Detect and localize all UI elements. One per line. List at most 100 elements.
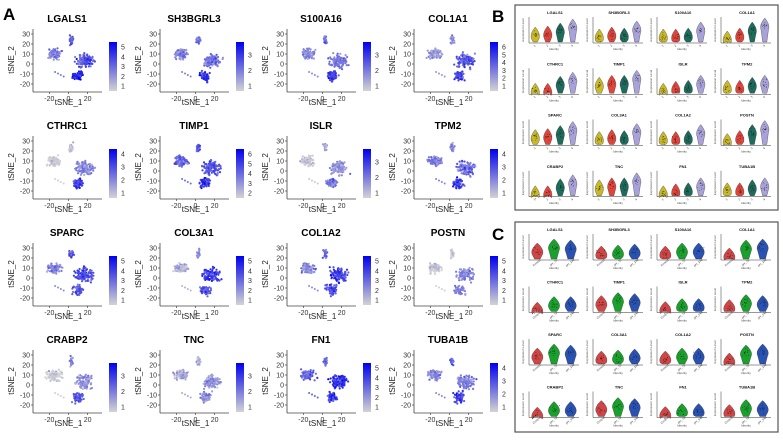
cell-point xyxy=(338,268,340,270)
cell-point xyxy=(187,268,189,270)
cell-point xyxy=(432,376,434,378)
y-tick-label: 30 xyxy=(22,32,30,39)
y-tick-label: 0 xyxy=(280,169,284,176)
colorbar-tick-label: 1 xyxy=(248,405,252,412)
colorbar xyxy=(236,363,244,412)
cell-point xyxy=(328,391,330,393)
x-tick-label: -20 xyxy=(44,96,54,103)
cell-point xyxy=(82,387,84,389)
y-tick-label: 10 xyxy=(276,159,284,166)
cell-point xyxy=(302,54,304,56)
y-tick-label: -10 xyxy=(147,72,157,79)
cell-point xyxy=(430,156,432,158)
x-axis-label: tSNE_1 xyxy=(55,98,83,107)
cell-point xyxy=(333,377,335,379)
x-tick-label: -20 xyxy=(298,96,308,103)
colorbar-tick-label: 1 xyxy=(121,298,125,305)
cell-point xyxy=(88,55,90,57)
cell-point xyxy=(457,183,459,185)
cell-point xyxy=(70,36,72,38)
cell-point xyxy=(314,395,316,397)
colorbar-tick-label: 4 xyxy=(502,268,506,275)
cell-point xyxy=(83,174,85,176)
y-tick-label: -20 xyxy=(274,403,284,410)
cell-point xyxy=(456,163,458,165)
cell-point xyxy=(219,61,221,63)
cell-point xyxy=(177,51,179,53)
cell-point xyxy=(339,174,341,176)
cell-point xyxy=(80,277,82,279)
cell-point xyxy=(69,150,71,152)
cell-point xyxy=(456,274,458,276)
y-tick-label: 0 xyxy=(280,62,284,69)
cell-point xyxy=(346,64,348,66)
cell-point xyxy=(70,256,72,258)
cell-point xyxy=(435,372,437,374)
cell-point xyxy=(69,251,71,253)
cell-point xyxy=(330,399,332,401)
cell-point xyxy=(334,375,336,377)
cell-point xyxy=(311,287,313,289)
x-axis-label: tSNE_1 xyxy=(436,205,464,214)
cell-point xyxy=(84,386,86,388)
cell-point xyxy=(456,290,458,292)
cell-point xyxy=(81,280,83,282)
cell-point xyxy=(79,274,81,276)
cell-point xyxy=(453,181,455,183)
y-tick-label: -10 xyxy=(20,179,30,186)
cell-point xyxy=(183,163,185,165)
x-tick-label: -20 xyxy=(298,203,308,210)
cell-point xyxy=(81,63,83,65)
cell-point xyxy=(338,74,340,76)
x-tick-label: 20 xyxy=(84,417,92,424)
cell-point xyxy=(183,263,185,265)
cell-point xyxy=(438,180,440,182)
cell-point xyxy=(210,164,212,166)
cell-point xyxy=(453,64,455,66)
cell-point xyxy=(211,61,213,63)
cell-point xyxy=(58,369,60,371)
x-tick-label: -20 xyxy=(425,96,435,103)
cell-point xyxy=(311,73,313,75)
cell-point xyxy=(458,277,460,279)
cell-point xyxy=(211,170,213,172)
plot-title: TIMP1 xyxy=(179,121,209,132)
cell-point xyxy=(468,61,470,63)
colorbar-tick-label: 1 xyxy=(502,84,506,91)
cell-point xyxy=(340,57,342,59)
cell-point xyxy=(316,377,318,379)
cell-point xyxy=(471,168,473,170)
cell-point xyxy=(340,62,342,64)
cell-point xyxy=(325,251,327,253)
x-tick-label: -20 xyxy=(171,203,181,210)
y-tick-label: -20 xyxy=(274,296,284,303)
cell-point xyxy=(459,384,461,386)
cell-point xyxy=(473,60,475,62)
cell-point xyxy=(82,56,84,58)
cell-point xyxy=(86,58,88,60)
colorbar-tick-label: 3 xyxy=(248,181,252,188)
cell-point xyxy=(196,251,198,253)
y-tick-label: 10 xyxy=(276,52,284,59)
cell-point xyxy=(325,146,327,148)
cell-point xyxy=(176,379,178,381)
cell-point xyxy=(335,279,337,281)
cell-point xyxy=(430,370,432,372)
cell-point xyxy=(203,383,205,385)
cell-point xyxy=(332,396,334,398)
cell-point xyxy=(52,266,54,268)
y-tick-label: 20 xyxy=(149,149,157,156)
cell-point xyxy=(187,288,189,290)
cell-point xyxy=(472,388,474,390)
cell-point xyxy=(427,50,429,52)
cell-point xyxy=(69,147,71,149)
cell-point xyxy=(459,275,461,277)
cell-point xyxy=(204,181,206,183)
cell-point xyxy=(222,57,224,59)
colorbar-tick-label: 1 xyxy=(375,405,379,412)
cell-point xyxy=(197,40,199,42)
cell-point xyxy=(83,272,85,274)
cell-point xyxy=(435,264,437,266)
cell-point xyxy=(212,268,214,270)
